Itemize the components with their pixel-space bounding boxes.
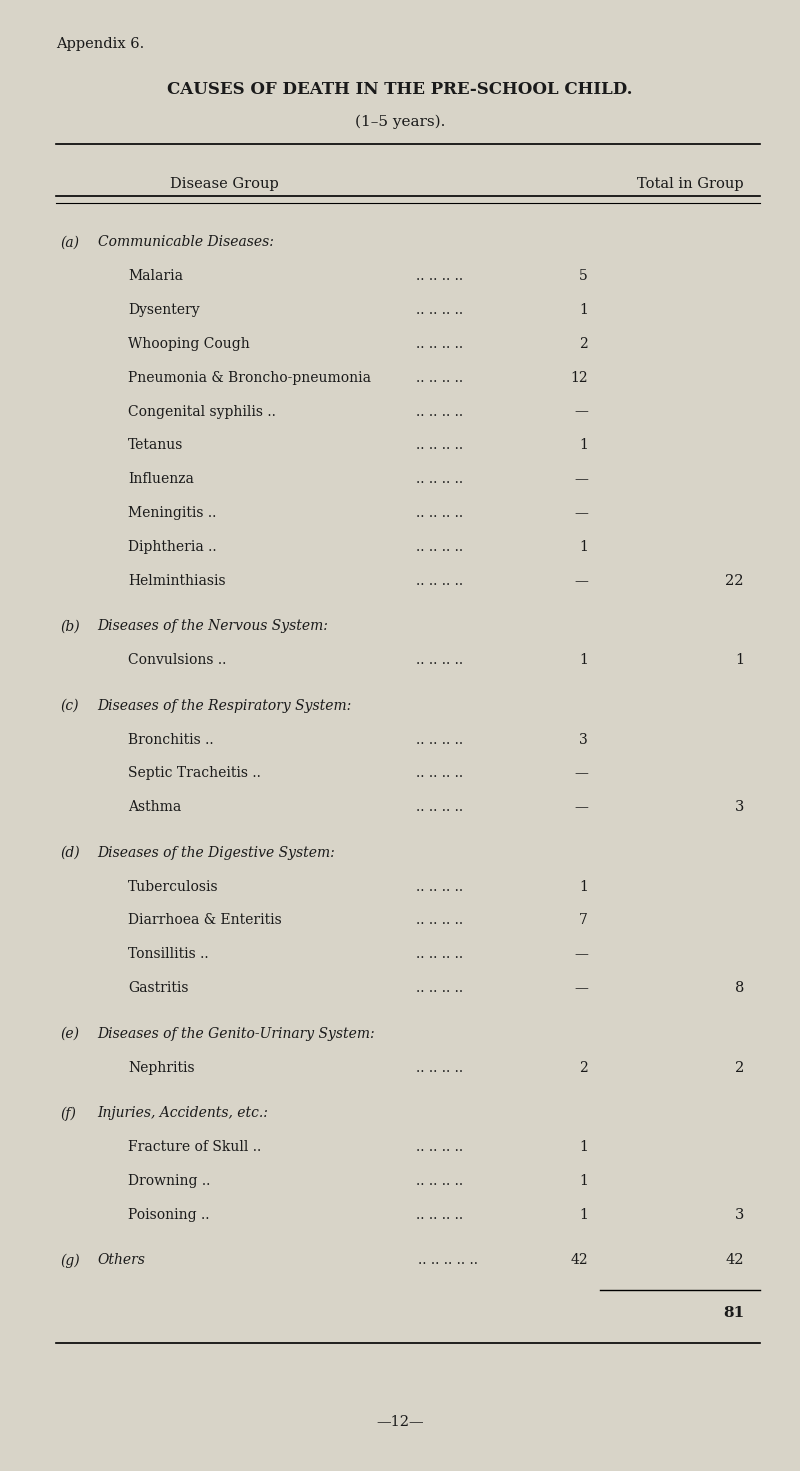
- Text: Pneumonia & Broncho-pneumonia: Pneumonia & Broncho-pneumonia: [128, 371, 371, 385]
- Text: Appendix 6.: Appendix 6.: [56, 37, 144, 51]
- Text: 3: 3: [734, 1208, 744, 1222]
- Text: 7: 7: [579, 913, 588, 928]
- Text: 42: 42: [570, 1253, 588, 1268]
- Text: .. .. .. .. ..: .. .. .. .. ..: [418, 1253, 478, 1268]
- Text: Drowning ..: Drowning ..: [128, 1174, 210, 1189]
- Text: Diseases of the Genito-Urinary System:: Diseases of the Genito-Urinary System:: [98, 1027, 375, 1041]
- Text: 1: 1: [579, 438, 588, 453]
- Text: 1: 1: [579, 1174, 588, 1189]
- Text: Septic Tracheitis ..: Septic Tracheitis ..: [128, 766, 261, 781]
- Text: —: —: [574, 506, 588, 521]
- Text: Injuries, Accidents, etc.:: Injuries, Accidents, etc.:: [98, 1106, 269, 1121]
- Text: .. .. .. ..: .. .. .. ..: [416, 574, 463, 588]
- Text: Helminthiasis: Helminthiasis: [128, 574, 226, 588]
- Text: (1–5 years).: (1–5 years).: [355, 115, 445, 129]
- Text: Tuberculosis: Tuberculosis: [128, 880, 218, 894]
- Text: Dysentery: Dysentery: [128, 303, 200, 318]
- Text: 5: 5: [579, 269, 588, 284]
- Text: .. .. .. ..: .. .. .. ..: [416, 800, 463, 815]
- Text: —12—: —12—: [376, 1415, 424, 1430]
- Text: (a): (a): [60, 235, 79, 250]
- Text: 42: 42: [726, 1253, 744, 1268]
- Text: Convulsions ..: Convulsions ..: [128, 653, 226, 668]
- Text: 1: 1: [579, 653, 588, 668]
- Text: Poisoning ..: Poisoning ..: [128, 1208, 210, 1222]
- Text: Others: Others: [98, 1253, 146, 1268]
- Text: .. .. .. ..: .. .. .. ..: [416, 269, 463, 284]
- Text: Meningitis ..: Meningitis ..: [128, 506, 216, 521]
- Text: .. .. .. ..: .. .. .. ..: [416, 472, 463, 487]
- Text: Diseases of the Nervous System:: Diseases of the Nervous System:: [98, 619, 329, 634]
- Text: .. .. .. ..: .. .. .. ..: [416, 303, 463, 318]
- Text: 8: 8: [734, 981, 744, 996]
- Text: Fracture of Skull ..: Fracture of Skull ..: [128, 1140, 262, 1155]
- Text: .. .. .. ..: .. .. .. ..: [416, 405, 463, 419]
- Text: CAUSES OF DEATH IN THE PRE-SCHOOL CHILD.: CAUSES OF DEATH IN THE PRE-SCHOOL CHILD.: [167, 81, 633, 99]
- Text: Diarrhoea & Enteritis: Diarrhoea & Enteritis: [128, 913, 282, 928]
- Text: .. .. .. ..: .. .. .. ..: [416, 653, 463, 668]
- Text: 2: 2: [579, 1061, 588, 1075]
- Text: .. .. .. ..: .. .. .. ..: [416, 337, 463, 352]
- Text: .. .. .. ..: .. .. .. ..: [416, 540, 463, 555]
- Text: Bronchitis ..: Bronchitis ..: [128, 733, 214, 747]
- Text: —: —: [574, 947, 588, 962]
- Text: .. .. .. ..: .. .. .. ..: [416, 766, 463, 781]
- Text: Communicable Diseases:: Communicable Diseases:: [98, 235, 274, 250]
- Text: (f): (f): [60, 1106, 76, 1121]
- Text: —: —: [574, 766, 588, 781]
- Text: —: —: [574, 574, 588, 588]
- Text: .. .. .. ..: .. .. .. ..: [416, 371, 463, 385]
- Text: Tonsillitis ..: Tonsillitis ..: [128, 947, 209, 962]
- Text: —: —: [574, 472, 588, 487]
- Text: Asthma: Asthma: [128, 800, 182, 815]
- Text: 1: 1: [579, 303, 588, 318]
- Text: 12: 12: [570, 371, 588, 385]
- Text: Tetanus: Tetanus: [128, 438, 183, 453]
- Text: (d): (d): [60, 846, 80, 861]
- Text: .. .. .. ..: .. .. .. ..: [416, 981, 463, 996]
- Text: (b): (b): [60, 619, 80, 634]
- Text: Diseases of the Digestive System:: Diseases of the Digestive System:: [98, 846, 335, 861]
- Text: .. .. .. ..: .. .. .. ..: [416, 1061, 463, 1075]
- Text: 22: 22: [726, 574, 744, 588]
- Text: Diphtheria ..: Diphtheria ..: [128, 540, 217, 555]
- Text: (e): (e): [60, 1027, 79, 1041]
- Text: —: —: [574, 981, 588, 996]
- Text: 1: 1: [579, 540, 588, 555]
- Text: —: —: [574, 800, 588, 815]
- Text: 1: 1: [735, 653, 744, 668]
- Text: .. .. .. ..: .. .. .. ..: [416, 913, 463, 928]
- Text: Total in Group: Total in Group: [638, 177, 744, 191]
- Text: Whooping Cough: Whooping Cough: [128, 337, 250, 352]
- Text: 3: 3: [734, 800, 744, 815]
- Text: 3: 3: [579, 733, 588, 747]
- Text: (g): (g): [60, 1253, 80, 1268]
- Text: (c): (c): [60, 699, 78, 713]
- Text: Disease Group: Disease Group: [170, 177, 278, 191]
- Text: .. .. .. ..: .. .. .. ..: [416, 506, 463, 521]
- Text: .. .. .. ..: .. .. .. ..: [416, 1208, 463, 1222]
- Text: 81: 81: [722, 1306, 744, 1321]
- Text: Congenital syphilis ..: Congenital syphilis ..: [128, 405, 276, 419]
- Text: 1: 1: [579, 1140, 588, 1155]
- Text: —: —: [574, 405, 588, 419]
- Text: 2: 2: [734, 1061, 744, 1075]
- Text: .. .. .. ..: .. .. .. ..: [416, 1174, 463, 1189]
- Text: Diseases of the Respiratory System:: Diseases of the Respiratory System:: [98, 699, 352, 713]
- Text: 1: 1: [579, 1208, 588, 1222]
- Text: .. .. .. ..: .. .. .. ..: [416, 880, 463, 894]
- Text: .. .. .. ..: .. .. .. ..: [416, 1140, 463, 1155]
- Text: Influenza: Influenza: [128, 472, 194, 487]
- Text: 1: 1: [579, 880, 588, 894]
- Text: .. .. .. ..: .. .. .. ..: [416, 947, 463, 962]
- Text: Nephritis: Nephritis: [128, 1061, 194, 1075]
- Text: .. .. .. ..: .. .. .. ..: [416, 438, 463, 453]
- Text: 2: 2: [579, 337, 588, 352]
- Text: .. .. .. ..: .. .. .. ..: [416, 733, 463, 747]
- Text: Gastritis: Gastritis: [128, 981, 189, 996]
- Text: Malaria: Malaria: [128, 269, 183, 284]
